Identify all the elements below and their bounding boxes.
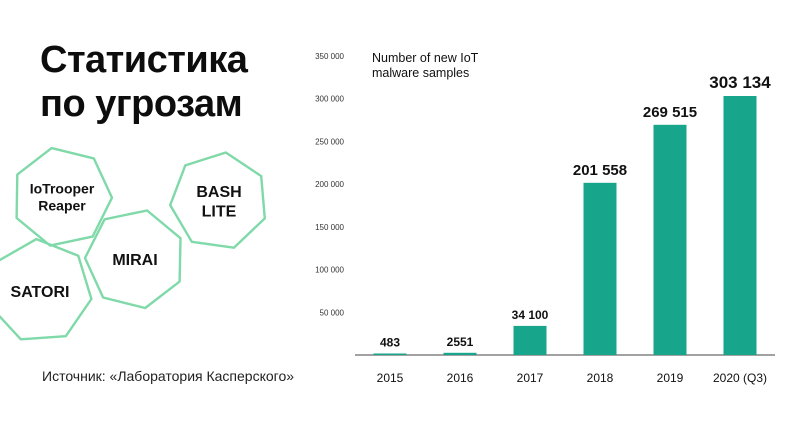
slide-title-line-1: Статистика <box>40 39 248 81</box>
badge-outline <box>0 237 93 341</box>
y-tick-label: 250 000 <box>315 137 344 146</box>
badge-outline <box>15 146 114 247</box>
y-tick-label: 200 000 <box>315 180 344 189</box>
badge-label: MIRAI <box>112 252 157 269</box>
slide-title: Статистика по угрозам <box>40 38 300 126</box>
bar-value-label: 201 558 <box>573 162 627 179</box>
y-tick-label: 350 000 <box>315 52 344 61</box>
bar-2015 <box>373 353 407 355</box>
badge-label: SATORI <box>11 284 70 301</box>
slide-title-line-2: по угрозам <box>40 83 243 125</box>
badge-label: Reaper <box>38 197 86 213</box>
badge-label: BASH <box>196 184 241 201</box>
badge-label: LITE <box>202 203 237 220</box>
chart-title-line: malware samples <box>372 66 469 80</box>
badge-outline <box>83 209 182 310</box>
y-tick-label: 50 000 <box>320 308 345 317</box>
badge-label: IoTrooper <box>30 181 95 197</box>
badge-satori: SATORI <box>0 237 93 341</box>
y-tick-label: 300 000 <box>315 95 344 104</box>
bar-2017 <box>513 325 547 355</box>
badge-bash-lite: BASH LITE <box>168 151 266 249</box>
badge-outline <box>168 151 266 249</box>
x-tick-label: 2017 <box>517 371 544 385</box>
source-note: Источник: «Лаборатория Касперского» <box>42 368 295 384</box>
x-tick-label: 2020 (Q3) <box>713 371 767 385</box>
bar-value-label: 303 134 <box>709 73 771 92</box>
x-tick-label: 2019 <box>657 371 684 385</box>
x-tick-label: 2015 <box>377 371 404 385</box>
bar-2019 <box>653 124 687 355</box>
bar-value-label: 269 515 <box>643 104 697 121</box>
y-tick-label: 150 000 <box>315 223 344 232</box>
chart-title-line: Number of new IoT <box>372 51 479 65</box>
bar-2020-q3 <box>723 96 757 355</box>
bar-value-label: 34 100 <box>512 308 549 322</box>
bar-2018 <box>583 182 617 355</box>
bar-2016 <box>443 352 477 355</box>
x-tick-label: 2018 <box>587 371 614 385</box>
y-tick-label: 100 000 <box>315 266 344 275</box>
x-tick-label: 2016 <box>447 371 474 385</box>
bar-value-label: 483 <box>380 336 400 350</box>
bar-value-label: 2551 <box>447 335 474 349</box>
badge-mirai: MIRAI <box>83 209 182 310</box>
